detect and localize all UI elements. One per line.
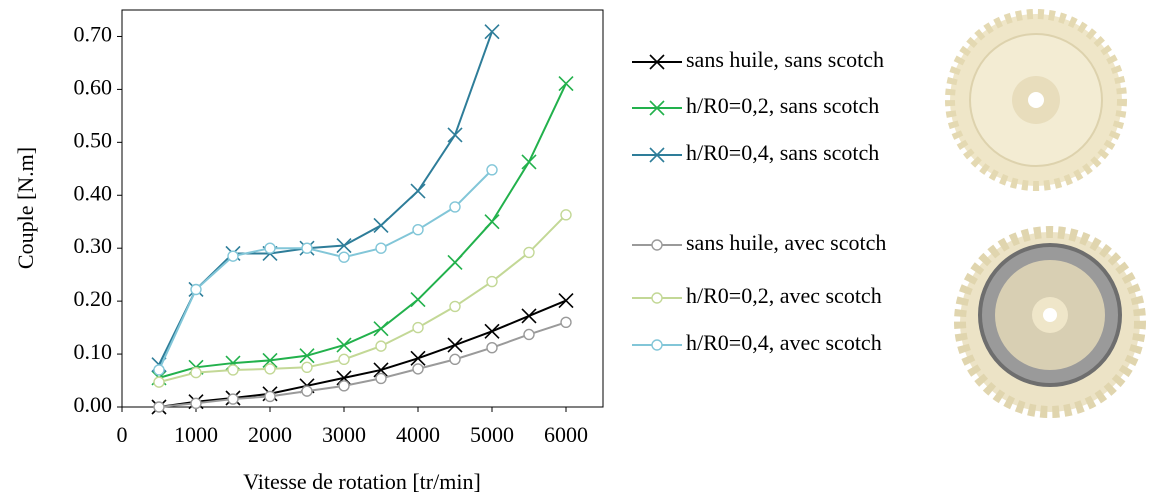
- gear-image: [954, 226, 1146, 418]
- data-point: [373, 217, 389, 234]
- data-point: [301, 385, 313, 397]
- data-point: [447, 254, 463, 271]
- data-point: [373, 321, 389, 337]
- data-point: [375, 242, 387, 254]
- data-point: [449, 353, 461, 366]
- legend-label: h/R0=0,4, sans scotch: [686, 140, 879, 165]
- data-point: [299, 348, 315, 364]
- data-point: [560, 316, 572, 329]
- data-point: [338, 380, 350, 392]
- x-tick-label: 6000: [544, 422, 588, 447]
- data-point: [523, 328, 535, 341]
- series-line: [158, 321, 567, 408]
- data-point: [410, 350, 426, 366]
- data-point: [523, 246, 535, 259]
- plot-frame: [121, 9, 604, 408]
- legend-label: sans huile, sans scotch: [686, 47, 884, 72]
- data-point: [336, 337, 352, 353]
- legend-marker: [649, 100, 665, 116]
- data-point: [301, 361, 313, 373]
- data-point: [412, 363, 424, 375]
- y-axis-title: Couple [N.m]: [13, 147, 38, 269]
- x-tick-label: 5000: [470, 422, 514, 447]
- data-point: [447, 337, 463, 353]
- legend-marker: [651, 339, 663, 351]
- data-point: [338, 251, 350, 263]
- legend-marker: [649, 54, 665, 70]
- data-point: [338, 353, 350, 366]
- data-point: [447, 127, 463, 143]
- data-point: [153, 376, 165, 388]
- data-point: [373, 362, 389, 378]
- gear-image: [945, 9, 1127, 191]
- data-point: [336, 237, 352, 254]
- data-point: [190, 397, 202, 409]
- y-tick-label: 0.20: [74, 286, 113, 311]
- data-point: [190, 283, 202, 296]
- data-point: [153, 401, 165, 413]
- data-point: [410, 183, 426, 199]
- series-line: [158, 83, 567, 379]
- data-point: [484, 214, 500, 230]
- y-tick-label: 0.40: [74, 180, 113, 205]
- data-point: [558, 293, 574, 309]
- legend-marker: [651, 292, 663, 304]
- y-tick-label: 0.60: [74, 74, 113, 99]
- y-tick-label: 0.00: [74, 392, 113, 417]
- x-tick-label: 2000: [248, 422, 292, 447]
- data-point: [412, 223, 424, 236]
- data-point: [264, 363, 276, 375]
- legend-label: h/R0=0,4, avec scotch: [686, 330, 882, 355]
- y-tick-label: 0.50: [74, 127, 113, 152]
- legend-label: h/R0=0,2, sans scotch: [686, 93, 879, 118]
- y-tick-label: 0.30: [74, 233, 113, 258]
- legend-marker: [649, 147, 665, 163]
- data-point: [301, 242, 313, 254]
- series-line: [158, 169, 493, 371]
- series-line: [158, 214, 567, 384]
- data-point: [521, 308, 537, 324]
- legend-label: sans huile, avec scotch: [686, 230, 886, 255]
- x-tick-label: 4000: [396, 422, 440, 447]
- data-point: [486, 164, 498, 176]
- y-tick-label: 0.10: [74, 339, 113, 364]
- x-tick-label: 1000: [174, 422, 218, 447]
- data-point: [521, 154, 537, 170]
- data-point: [449, 300, 461, 313]
- series-line: [158, 299, 567, 408]
- data-point: [262, 352, 278, 368]
- data-point: [375, 372, 387, 385]
- data-point: [227, 393, 239, 405]
- data-point: [558, 76, 574, 92]
- data-point: [227, 250, 239, 262]
- data-point: [153, 364, 165, 376]
- data-point: [486, 275, 498, 288]
- data-point: [375, 340, 387, 352]
- legend-marker: [651, 239, 663, 251]
- x-tick-label: 3000: [322, 422, 366, 447]
- data-point: [484, 24, 500, 40]
- data-point: [190, 366, 202, 379]
- x-tick-label: 0: [117, 422, 128, 447]
- data-point: [449, 201, 461, 213]
- data-point: [412, 321, 424, 334]
- data-point: [484, 323, 500, 339]
- data-point: [486, 342, 498, 354]
- data-point: [264, 242, 276, 254]
- x-axis-title: Vitesse de rotation [tr/min]: [243, 469, 481, 494]
- data-point: [410, 291, 426, 308]
- data-point: [336, 370, 352, 386]
- data-point: [560, 209, 572, 221]
- data-point: [227, 364, 239, 376]
- y-tick-label: 0.70: [74, 22, 113, 47]
- data-point: [264, 390, 276, 403]
- legend-label: h/R0=0,2, avec scotch: [686, 283, 882, 308]
